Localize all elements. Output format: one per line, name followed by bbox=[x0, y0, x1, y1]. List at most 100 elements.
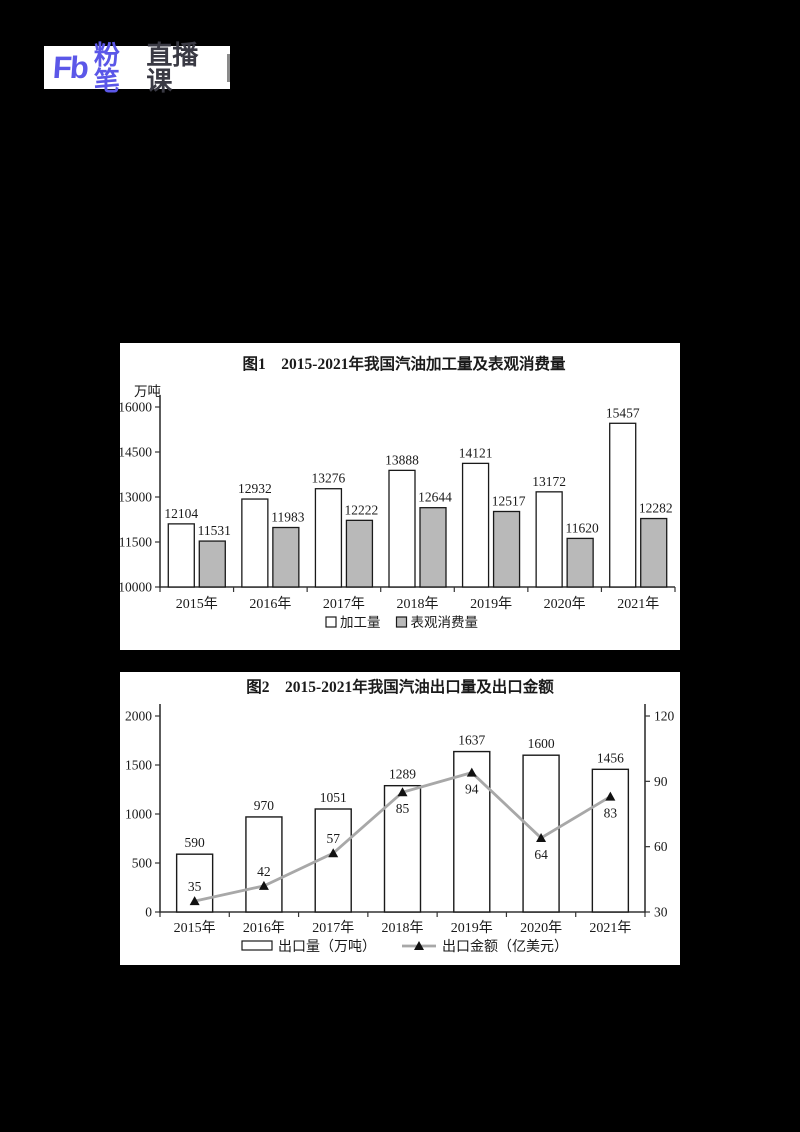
y-tick-label-right: 90 bbox=[654, 774, 668, 789]
bar-value-label: 1289 bbox=[389, 767, 416, 782]
x-tick-label: 2016年 bbox=[249, 596, 291, 612]
legend-swatch-bar bbox=[241, 940, 273, 951]
bar-value-label: 13276 bbox=[312, 471, 346, 486]
bar-出口量（万吨） bbox=[245, 816, 283, 913]
bar-value-label: 12517 bbox=[492, 493, 526, 508]
bar-表观消费量 bbox=[492, 510, 521, 588]
y-tick-label-left: 2000 bbox=[125, 709, 152, 724]
legend-label-line: 出口金额（亿美元） bbox=[442, 939, 568, 955]
bar-value-label: 13888 bbox=[385, 452, 419, 467]
y-tick-label-left: 1500 bbox=[125, 758, 152, 773]
bar-value-label: 11620 bbox=[566, 520, 599, 535]
x-tick-label: 2021年 bbox=[617, 596, 659, 612]
figure2-panel: 图2 2015-2021年我国汽油出口量及出口金额 0 500 1000 1500 200… bbox=[120, 672, 680, 965]
bar-value-label: 13172 bbox=[532, 474, 566, 489]
bar-表观消费量 bbox=[272, 526, 300, 588]
bar-表观消费量 bbox=[640, 517, 668, 588]
x-tick-label: 2020年 bbox=[544, 596, 586, 612]
x-tick-label: 2019年 bbox=[451, 920, 493, 936]
figure2-title: 图2 2015-2021年我国汽油出口量及出口金额 bbox=[246, 677, 554, 696]
bar-表观消费量 bbox=[419, 507, 447, 588]
y-tick-label-left: 0 bbox=[145, 905, 152, 920]
bar-value-label: 14121 bbox=[459, 445, 493, 460]
figure1-panel: 图1 2015-2021年我国汽油加工量及表观消费量万吨 10000 11500 13… bbox=[120, 343, 680, 650]
bar-value-label: 12222 bbox=[345, 502, 379, 517]
line-value-label: 42 bbox=[257, 864, 271, 879]
triangle-marker bbox=[258, 880, 269, 890]
legend-label: 加工量 bbox=[340, 615, 381, 630]
y-tick-label-left: 500 bbox=[132, 856, 153, 871]
bar-value-label: 12282 bbox=[639, 501, 673, 516]
triangle-marker bbox=[466, 767, 477, 777]
y-tick-label-right: 120 bbox=[654, 709, 675, 724]
bar-value-label: 15457 bbox=[606, 405, 640, 420]
x-tick-label: 2021年 bbox=[589, 920, 631, 936]
line-value-label: 64 bbox=[534, 847, 548, 862]
y-tick-label: 14500 bbox=[120, 445, 152, 460]
bar-value-label: 970 bbox=[254, 798, 275, 813]
bar-表观消费量 bbox=[345, 519, 374, 588]
line-value-label: 85 bbox=[396, 801, 410, 816]
line-value-label: 57 bbox=[326, 831, 340, 846]
bar-value-label: 11531 bbox=[198, 523, 231, 538]
figure1-title: 图1 2015-2021年我国汽油加工量及表观消费量 bbox=[243, 354, 566, 373]
x-tick-label: 2015年 bbox=[176, 596, 218, 612]
y-tick-label-left: 1000 bbox=[125, 807, 152, 822]
y-tick-label: 13000 bbox=[120, 490, 152, 505]
bar-表观消费量 bbox=[198, 540, 226, 588]
bar-value-label: 1051 bbox=[320, 790, 347, 805]
legend-swatch-表观消费量 bbox=[395, 616, 408, 628]
legend-triangle-marker bbox=[414, 941, 424, 950]
logo-suffix-text: 直播课 bbox=[146, 39, 199, 96]
fenbi-logo-icon: Fb bbox=[51, 50, 89, 85]
x-tick-label: 2020年 bbox=[520, 920, 562, 936]
x-tick-label: 2016年 bbox=[243, 920, 285, 936]
bar-加工量 bbox=[609, 422, 637, 588]
bar-value-label: 1600 bbox=[528, 736, 555, 751]
bar-出口量（万吨） bbox=[591, 768, 630, 913]
logo-card: Fb 粉笔 直播课 bbox=[44, 42, 230, 94]
bar-value-label: 1637 bbox=[458, 733, 485, 748]
bar-出口量（万吨） bbox=[383, 784, 422, 913]
triangle-marker bbox=[605, 791, 616, 801]
bar-value-label: 11983 bbox=[271, 510, 304, 525]
x-tick-label: 2018年 bbox=[397, 596, 439, 612]
bar-加工量 bbox=[535, 491, 563, 588]
line-value-label: 83 bbox=[604, 806, 618, 821]
triangle-marker bbox=[536, 832, 547, 842]
y-tick-label-right: 60 bbox=[654, 839, 668, 854]
legend-swatch-加工量 bbox=[325, 616, 337, 628]
x-tick-label: 2018年 bbox=[382, 920, 424, 936]
y-tick-label: 10000 bbox=[120, 580, 152, 595]
legend-label: 表观消费量 bbox=[411, 615, 479, 630]
bar-加工量 bbox=[388, 469, 416, 588]
legend-label-bar: 出口量（万吨） bbox=[278, 939, 376, 955]
bar-加工量 bbox=[461, 462, 490, 588]
figure2-combo-chart: 图2 2015-2021年我国汽油出口量及出口金额 0 500 1000 1500 200… bbox=[125, 677, 675, 955]
triangle-marker bbox=[189, 896, 200, 906]
y-tick-label-right: 30 bbox=[654, 905, 668, 920]
logo-brand-text: 粉笔 bbox=[93, 39, 120, 96]
bar-表观消费量 bbox=[566, 537, 594, 588]
line-value-label: 94 bbox=[465, 782, 479, 797]
line-value-label: 35 bbox=[188, 879, 202, 894]
bar-value-label: 12644 bbox=[418, 490, 452, 505]
y-tick-label: 16000 bbox=[120, 400, 152, 415]
logo-cursor-bar bbox=[227, 53, 230, 82]
figure1-unit-label: 万吨 bbox=[134, 384, 161, 399]
triangle-marker bbox=[397, 787, 408, 797]
x-tick-label: 2017年 bbox=[312, 920, 354, 936]
x-tick-label: 2019年 bbox=[470, 596, 512, 612]
bar-value-label: 1456 bbox=[597, 750, 624, 765]
bar-value-label: 590 bbox=[185, 835, 206, 850]
bar-加工量 bbox=[314, 488, 343, 588]
triangle-marker bbox=[328, 848, 339, 858]
bar-value-label: 12104 bbox=[164, 506, 198, 521]
bar-加工量 bbox=[241, 498, 269, 588]
bar-value-label: 12932 bbox=[238, 481, 272, 496]
y-tick-label: 11500 bbox=[120, 535, 152, 550]
bar-出口量（万吨） bbox=[453, 750, 491, 913]
x-tick-label: 2015年 bbox=[174, 920, 216, 936]
